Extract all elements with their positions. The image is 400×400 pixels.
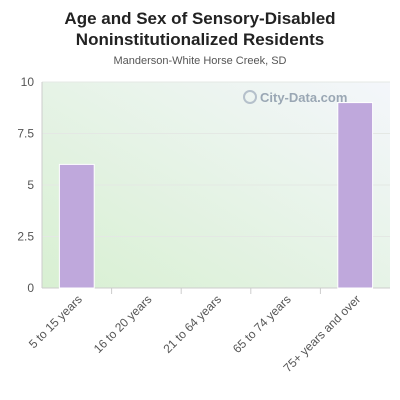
x-tick-label: 5 to 15 years — [26, 292, 85, 351]
grid-lines — [41, 81, 390, 289]
y-tick-label: 10 — [21, 75, 35, 89]
y-tick-label: 5 — [27, 178, 34, 192]
y-tick-label: 7.5 — [17, 127, 34, 141]
chart-subtitle: Manderson-White Horse Creek, SD — [113, 55, 287, 67]
x-tick-label: 75+ years and over — [281, 292, 364, 375]
x-axis-ticks: 5 to 15 years 16 to 20 years 21 to 64 year… — [26, 288, 363, 375]
bar — [58, 163, 95, 289]
y-tick-label: 2.5 — [17, 230, 34, 244]
chart-title-line-1: Age and Sex of Sensory-Disabled — [64, 9, 336, 28]
bar — [337, 102, 374, 289]
watermark-logo-icon — [243, 90, 257, 104]
chart-title: Age and Sex of Sensory-Disabled Noninsti… — [0, 8, 400, 50]
bars — [58, 102, 374, 289]
watermark: City-Data.com — [243, 90, 347, 105]
y-tick-label: 0 — [27, 281, 34, 295]
watermark-text: City-Data.com — [260, 90, 347, 105]
x-tick-label: 65 to 74 years — [230, 292, 294, 356]
chart-title-line-2: Noninstitutionalized Residents — [75, 30, 325, 49]
x-tick-label: 16 to 20 years — [91, 292, 155, 356]
y-axis-ticks: 0 2.5 5 7.5 10 — [17, 75, 34, 295]
x-tick-label: 21 to 64 years — [160, 292, 224, 356]
